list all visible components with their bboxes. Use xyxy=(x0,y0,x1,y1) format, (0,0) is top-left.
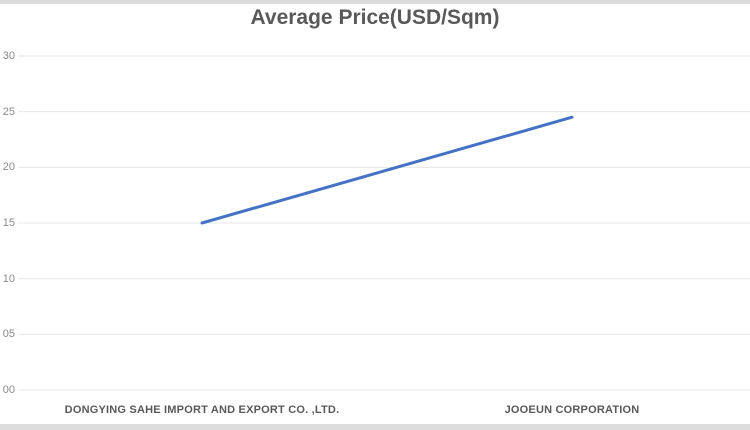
y-axis-tick-label: 20 xyxy=(2,161,15,174)
y-axis-tick-label: 05 xyxy=(2,328,15,341)
gridlines xyxy=(18,55,750,391)
bottom-border-strip xyxy=(0,424,750,430)
top-border-strip xyxy=(0,0,750,4)
chart-title: Average Price(USD/Sqm) xyxy=(250,6,500,29)
x-axis-category-label: JOOEUN CORPORATION xyxy=(504,404,640,416)
series-line xyxy=(200,115,574,225)
x-axis-category-label: DONGYING SAHE IMPORT AND EXPORT CO. ,LTD… xyxy=(64,404,340,416)
data-series-line xyxy=(200,115,574,225)
y-axis-tick-label: 15 xyxy=(2,217,15,229)
y-axis-tick-label: 10 xyxy=(2,272,15,285)
y-axis-tick-label: 25 xyxy=(2,105,15,118)
y-axis-tick-label: 00 xyxy=(2,384,15,396)
y-axis-tick-label: 30 xyxy=(2,50,15,62)
